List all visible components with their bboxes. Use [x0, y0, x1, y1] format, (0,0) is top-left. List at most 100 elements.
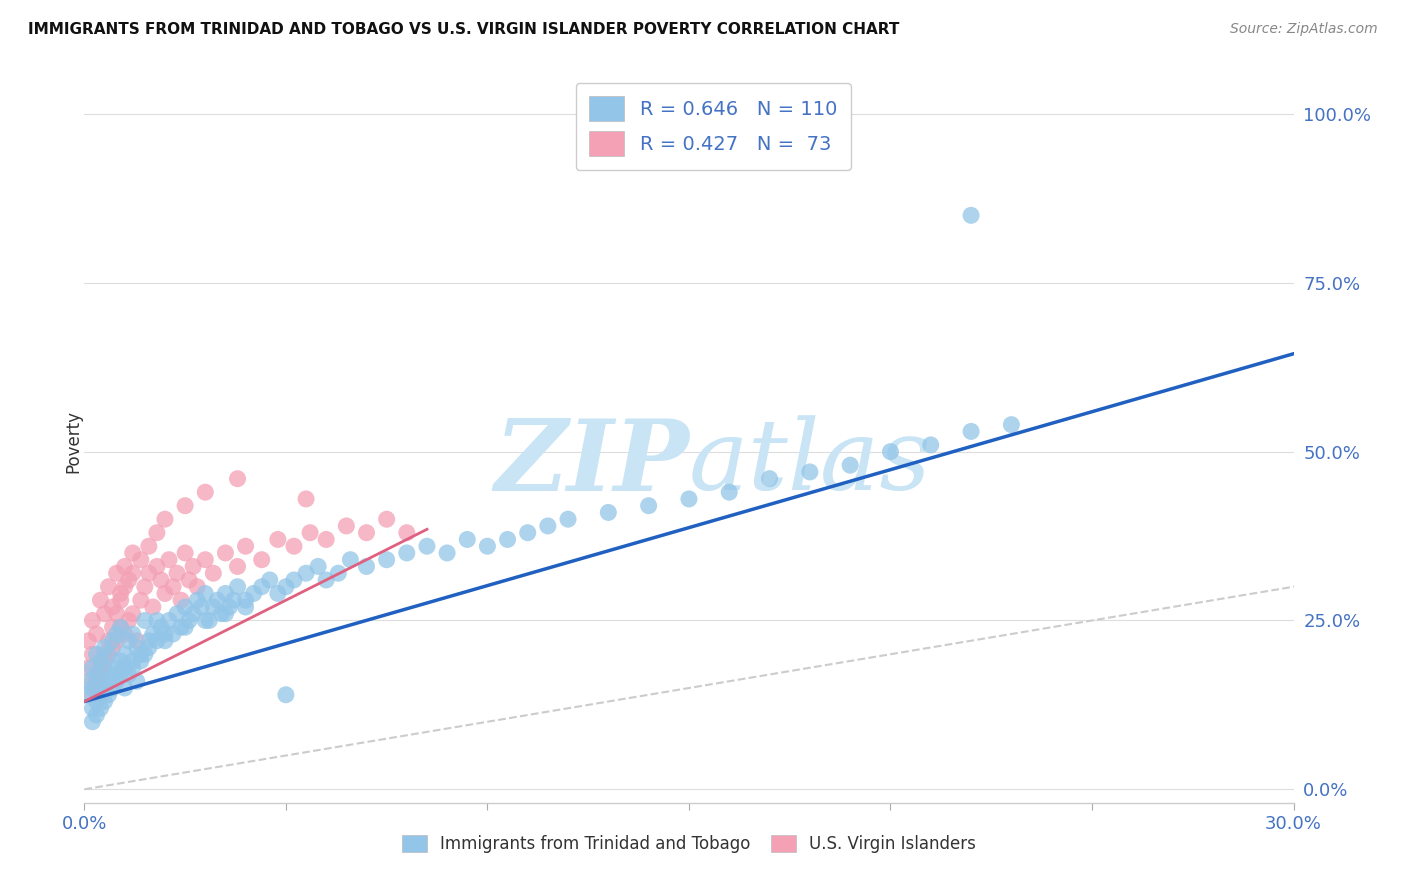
Point	[718, 485, 741, 500]
Point	[93, 640, 115, 655]
Point	[315, 573, 337, 587]
Point	[89, 661, 111, 675]
Point	[194, 586, 217, 600]
Point	[307, 559, 329, 574]
Point	[114, 627, 136, 641]
Point	[242, 586, 264, 600]
Point	[86, 694, 108, 708]
Point	[283, 539, 305, 553]
Point	[82, 681, 104, 695]
Point	[190, 599, 212, 614]
Point	[181, 607, 204, 621]
Point	[170, 593, 193, 607]
Point	[105, 633, 128, 648]
Point	[456, 533, 478, 547]
Point	[207, 593, 229, 607]
Text: atlas: atlas	[689, 416, 932, 511]
Point	[101, 599, 124, 614]
Point	[356, 559, 378, 574]
Point	[138, 539, 160, 553]
Point	[125, 633, 148, 648]
Point	[121, 607, 143, 621]
Point	[395, 525, 418, 540]
Point	[129, 593, 152, 607]
Point	[146, 633, 169, 648]
Point	[86, 647, 108, 661]
Point	[86, 681, 108, 695]
Point	[77, 633, 100, 648]
Point	[153, 586, 176, 600]
Point	[166, 607, 188, 621]
Point	[146, 614, 169, 628]
Point	[86, 667, 108, 681]
Point	[105, 627, 128, 641]
Point	[110, 593, 132, 607]
Point	[166, 566, 188, 581]
Point	[637, 499, 659, 513]
Point	[153, 512, 176, 526]
Point	[557, 512, 579, 526]
Point	[516, 525, 538, 540]
Point	[194, 485, 217, 500]
Point	[295, 566, 318, 581]
Point	[250, 552, 273, 566]
Point	[114, 661, 136, 675]
Point	[274, 580, 297, 594]
Legend: Immigrants from Trinidad and Tobago, U.S. Virgin Islanders: Immigrants from Trinidad and Tobago, U.S…	[395, 828, 983, 860]
Point	[299, 525, 322, 540]
Point	[101, 633, 124, 648]
Point	[125, 640, 148, 655]
Point	[149, 573, 172, 587]
Point	[235, 599, 257, 614]
Point	[226, 580, 249, 594]
Point	[174, 546, 197, 560]
Point	[879, 444, 901, 458]
Point	[89, 688, 111, 702]
Point	[121, 546, 143, 560]
Point	[82, 614, 104, 628]
Point	[86, 708, 108, 723]
Point	[209, 607, 232, 621]
Point	[105, 607, 128, 621]
Point	[157, 552, 180, 566]
Point	[186, 580, 208, 594]
Point	[356, 525, 378, 540]
Point	[186, 593, 208, 607]
Point	[202, 599, 225, 614]
Point	[97, 633, 120, 648]
Point	[142, 627, 165, 641]
Point	[134, 580, 156, 594]
Point	[101, 681, 124, 695]
Point	[295, 491, 318, 506]
Point	[89, 667, 111, 681]
Point	[125, 674, 148, 689]
Point	[129, 552, 152, 566]
Point	[375, 552, 398, 566]
Point	[110, 620, 132, 634]
Text: IMMIGRANTS FROM TRINIDAD AND TOBAGO VS U.S. VIRGIN ISLANDER POVERTY CORRELATION : IMMIGRANTS FROM TRINIDAD AND TOBAGO VS U…	[28, 22, 900, 37]
Point	[93, 654, 115, 668]
Point	[339, 552, 361, 566]
Point	[920, 438, 942, 452]
Point	[121, 627, 143, 641]
Point	[153, 633, 176, 648]
Point	[179, 573, 201, 587]
Y-axis label: Poverty: Poverty	[65, 410, 82, 473]
Point	[222, 593, 245, 607]
Point	[118, 633, 141, 648]
Point	[77, 661, 100, 675]
Text: Source: ZipAtlas.com: Source: ZipAtlas.com	[1230, 22, 1378, 37]
Point	[114, 681, 136, 695]
Point	[110, 586, 132, 600]
Point	[93, 607, 115, 621]
Point	[496, 533, 519, 547]
Point	[799, 465, 821, 479]
Point	[598, 505, 620, 519]
Point	[174, 620, 197, 634]
Point	[138, 633, 160, 648]
Point	[328, 566, 350, 581]
Point	[142, 599, 165, 614]
Point	[77, 674, 100, 689]
Point	[82, 714, 104, 729]
Point	[174, 499, 197, 513]
